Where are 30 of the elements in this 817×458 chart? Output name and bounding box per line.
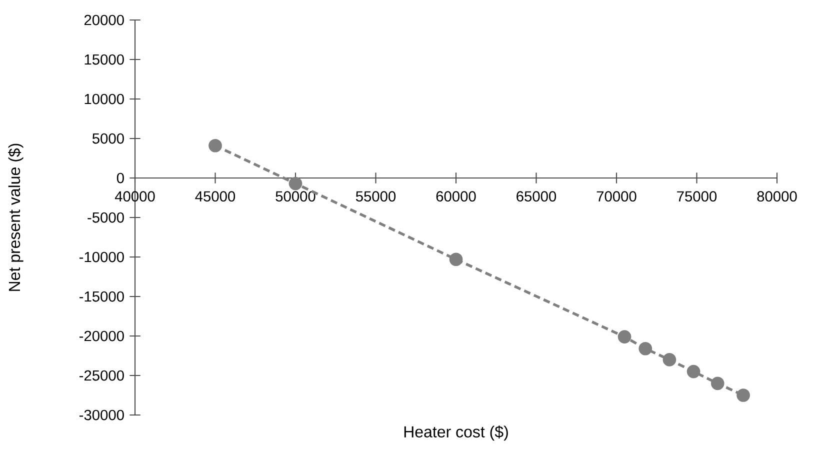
x-tick-label: 50000 xyxy=(276,191,316,202)
x-tick-label: 45000 xyxy=(195,191,236,202)
point xyxy=(736,388,750,402)
x-tick-label: 65000 xyxy=(516,191,556,202)
y-tick-label: 20000 xyxy=(84,14,124,26)
y-tick-label: -10000 xyxy=(79,252,124,262)
x-tick-label: 60000 xyxy=(436,191,476,202)
y-tick-label: -25000 xyxy=(79,370,124,381)
x-tick-label: 55000 xyxy=(356,191,396,202)
point xyxy=(662,353,676,366)
x-tick-label: 70000 xyxy=(596,191,636,202)
point xyxy=(208,138,222,152)
y-tick-label: 0 xyxy=(116,172,124,184)
x-tick-label: 80000 xyxy=(757,191,797,202)
y-tick-label: -5000 xyxy=(88,212,124,223)
y-tick-label: 10000 xyxy=(84,94,124,104)
point xyxy=(618,330,632,344)
x-tick-label: 75000 xyxy=(677,191,717,202)
y-tick-label: 15000 xyxy=(84,54,124,65)
point xyxy=(710,376,724,390)
point xyxy=(288,176,302,190)
y-axis-title: Net present value ($) xyxy=(8,144,24,291)
y-tick-label: -20000 xyxy=(79,330,124,342)
point xyxy=(638,342,652,356)
x-axis-title: Heater cost ($) xyxy=(404,426,508,441)
point xyxy=(686,364,700,378)
y-tick-label: 5000 xyxy=(92,133,124,144)
point xyxy=(449,252,463,266)
y-tick-label: -30000 xyxy=(79,410,124,420)
y-tick-label: -15000 xyxy=(79,291,124,302)
